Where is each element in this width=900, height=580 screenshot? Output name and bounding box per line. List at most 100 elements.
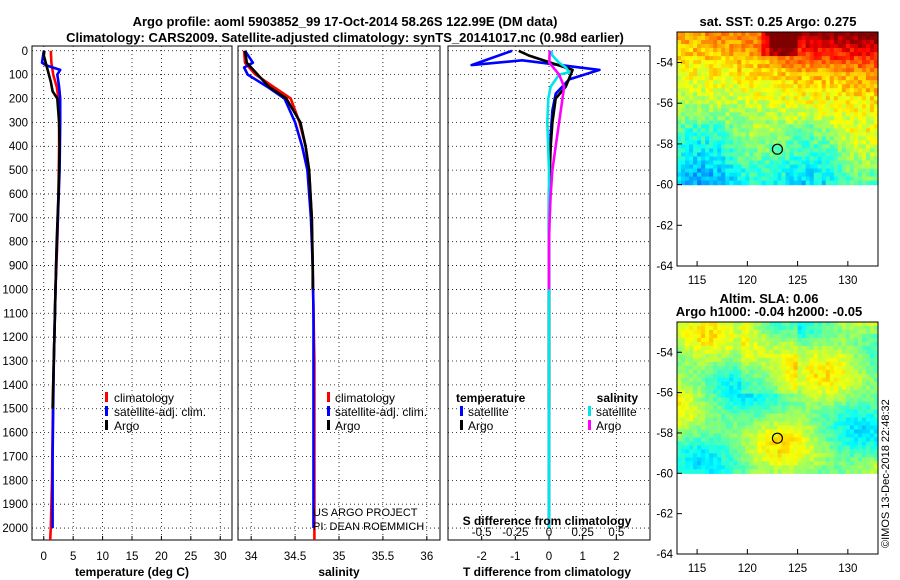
heatmap-cell bbox=[781, 112, 787, 117]
heatmap-cell bbox=[685, 156, 690, 162]
heatmap-cell bbox=[753, 72, 758, 77]
heatmap-cell bbox=[737, 441, 742, 447]
heatmap-cell bbox=[789, 325, 795, 331]
heatmap-cell bbox=[737, 96, 742, 101]
heatmap-cell bbox=[733, 168, 738, 174]
heatmap-cell bbox=[685, 409, 690, 415]
heatmap-cell bbox=[797, 353, 803, 359]
heatmap-cell bbox=[777, 176, 783, 182]
heatmap-cell bbox=[797, 144, 803, 150]
heatmap-cell bbox=[861, 156, 867, 162]
legend-s-argo: Argo bbox=[596, 419, 622, 433]
heatmap-cell bbox=[737, 349, 742, 355]
heatmap-cell bbox=[721, 148, 726, 154]
heatmap-cell bbox=[717, 48, 722, 53]
heatmap-cell bbox=[725, 40, 730, 45]
heatmap-cell bbox=[825, 140, 831, 146]
heatmap-cell bbox=[765, 405, 771, 411]
heatmap-cell bbox=[689, 132, 694, 138]
heatmap-cell bbox=[777, 164, 783, 170]
heatmap-cell bbox=[765, 92, 771, 97]
heatmap-cell bbox=[841, 36, 847, 41]
heatmap-cell bbox=[813, 80, 819, 85]
heatmap-cell bbox=[849, 128, 855, 133]
heatmap-cell bbox=[861, 124, 867, 129]
heatmap-cell bbox=[873, 373, 879, 379]
heatmap-cell bbox=[741, 112, 746, 117]
heatmap-cell bbox=[745, 341, 750, 347]
heatmap-cell bbox=[861, 100, 867, 105]
heatmap-cell bbox=[809, 365, 815, 371]
heatmap-cell bbox=[809, 52, 815, 57]
heatmap-cell bbox=[825, 144, 831, 150]
heatmap-cell bbox=[861, 461, 867, 466]
heatmap-cell bbox=[813, 445, 819, 451]
heatmap-cell bbox=[757, 132, 763, 138]
heatmap-cell bbox=[873, 405, 879, 411]
heatmap-cell bbox=[705, 429, 710, 435]
heatmap-cell bbox=[825, 44, 831, 49]
heatmap-cell bbox=[845, 92, 851, 97]
heatmap-cell bbox=[713, 409, 718, 415]
heatmap-cell bbox=[849, 100, 855, 105]
heatmap-cell bbox=[737, 365, 742, 371]
heatmap-cell bbox=[797, 96, 803, 101]
heatmap-cell bbox=[849, 377, 855, 383]
heatmap-cell bbox=[769, 353, 775, 359]
heatmap-cell bbox=[793, 337, 799, 343]
heatmap-cell bbox=[677, 160, 682, 166]
heatmap-cell bbox=[821, 128, 827, 133]
heatmap-cell bbox=[813, 341, 819, 347]
heatmap-cell bbox=[833, 152, 839, 158]
x-tick-label: 0 bbox=[41, 551, 47, 563]
heatmap-cell bbox=[753, 397, 758, 403]
heatmap-cell bbox=[725, 104, 730, 109]
temperature-lines bbox=[40, 50, 62, 540]
heatmap-cell bbox=[849, 369, 855, 375]
heatmap-cell bbox=[705, 160, 710, 166]
heatmap-cell bbox=[861, 449, 867, 454]
heatmap-cell bbox=[861, 465, 867, 470]
heatmap-cell bbox=[833, 44, 839, 49]
heatmap-cell bbox=[725, 377, 730, 383]
heatmap-cell bbox=[833, 76, 839, 81]
heatmap-cell bbox=[713, 36, 718, 41]
heatmap-cell bbox=[833, 421, 839, 427]
heatmap-cell bbox=[817, 465, 823, 470]
heatmap-cell bbox=[797, 329, 803, 335]
heatmap-cell bbox=[821, 441, 827, 447]
heatmap-cell bbox=[761, 389, 767, 395]
heatmap-cell bbox=[785, 112, 791, 117]
heatmap-cell bbox=[729, 337, 734, 343]
lat-tick-label: -56 bbox=[656, 98, 673, 110]
heatmap-cell bbox=[717, 441, 722, 447]
heatmap-cell bbox=[777, 104, 783, 109]
heatmap-cell bbox=[761, 353, 767, 359]
heatmap-cell bbox=[813, 365, 819, 371]
heatmap-cell bbox=[849, 393, 855, 399]
heatmap-cell bbox=[777, 337, 783, 343]
heatmap-cell bbox=[689, 104, 694, 109]
heatmap-cell bbox=[837, 421, 843, 427]
heatmap-cell bbox=[701, 68, 706, 73]
heatmap-cell bbox=[825, 405, 831, 411]
heatmap-cell bbox=[829, 322, 835, 327]
heatmap-cell bbox=[693, 453, 698, 458]
heatmap-cell bbox=[685, 425, 690, 431]
heatmap-cell bbox=[801, 413, 807, 419]
heatmap-cell bbox=[869, 417, 875, 423]
heatmap-cell bbox=[801, 357, 807, 363]
heatmap-cell bbox=[685, 80, 690, 85]
heatmap-cell bbox=[821, 88, 827, 93]
heatmap-cell bbox=[869, 168, 875, 174]
heatmap-cell bbox=[813, 32, 819, 37]
heatmap-cell bbox=[833, 397, 839, 403]
heatmap-cell bbox=[713, 353, 718, 359]
heatmap-cell bbox=[713, 96, 718, 101]
heatmap-cell bbox=[801, 80, 807, 85]
heatmap-cell bbox=[845, 385, 851, 391]
heatmap-cell bbox=[817, 80, 823, 85]
heatmap-cell bbox=[849, 136, 855, 142]
heatmap-cell bbox=[685, 357, 690, 363]
